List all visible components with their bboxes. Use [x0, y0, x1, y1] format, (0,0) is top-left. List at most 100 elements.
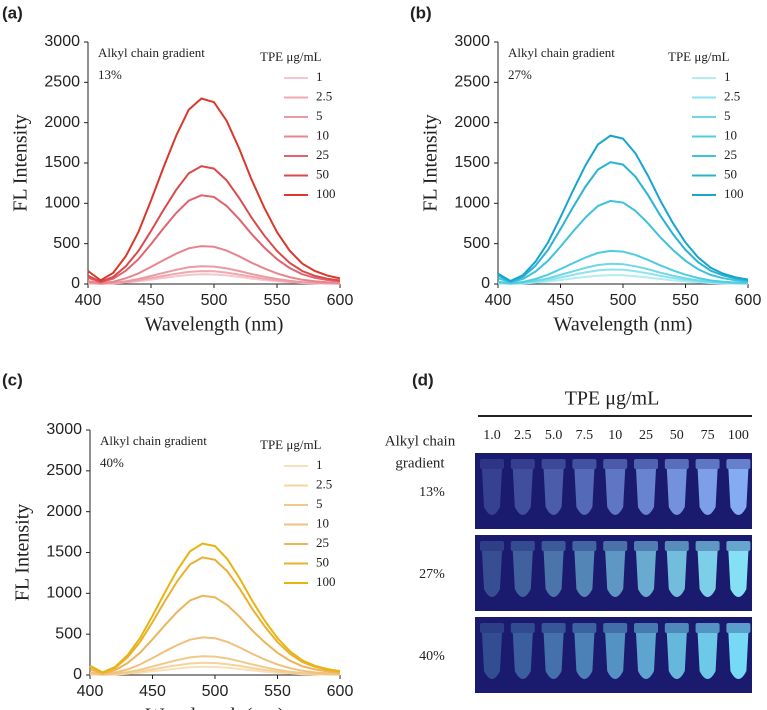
tube-cap — [603, 459, 628, 469]
spectrum-line — [89, 636, 341, 676]
tube-cap — [603, 623, 628, 633]
spectrum-line — [87, 194, 341, 284]
legend-label: 100 — [724, 186, 744, 201]
y-tick-label: 3000 — [44, 33, 80, 50]
legend-label: 50 — [724, 166, 737, 181]
y-tick-label: 2500 — [44, 74, 80, 91]
y-tick-label: 2000 — [46, 503, 82, 520]
x-tick-label: 550 — [264, 683, 291, 700]
panel-label: (a) — [2, 3, 23, 22]
x-axis-label: Wavelength (nm) — [554, 314, 693, 336]
legend-label: 10 — [316, 127, 329, 142]
spectrum-line — [89, 556, 341, 674]
y-tick-label: 0 — [481, 275, 490, 292]
tube-cap — [572, 459, 597, 469]
row-label: 40% — [419, 649, 445, 664]
tube-cap — [634, 623, 658, 633]
tube-cap — [664, 541, 689, 551]
spectrum-line — [87, 245, 341, 285]
spectrum-line — [497, 262, 749, 285]
concentration-label: 2.5 — [514, 428, 532, 443]
y-tick-label: 1500 — [46, 544, 82, 561]
x-tick-label: 450 — [547, 292, 574, 309]
x-tick-label: 550 — [264, 292, 291, 309]
x-tick-label: 450 — [139, 683, 166, 700]
annotation: Alkyl chain gradient — [100, 433, 207, 448]
tube-cap — [572, 541, 597, 551]
tube-cap — [480, 623, 504, 633]
annotation: Alkyl chain gradient — [98, 45, 205, 60]
legend-label: 10 — [316, 515, 329, 530]
tube-cap — [510, 459, 535, 469]
y-tick-label: 3000 — [46, 421, 82, 438]
tube — [605, 551, 626, 597]
spectrum-line — [497, 249, 749, 285]
legend-label: 2.5 — [316, 88, 332, 103]
tube — [543, 551, 564, 597]
y-tick-label: 500 — [463, 235, 490, 252]
y-tick-label: 1500 — [44, 154, 80, 171]
panel-label: (c) — [2, 370, 23, 389]
concentration-label: 10 — [608, 428, 622, 443]
tube — [728, 633, 749, 679]
legend-label: 5 — [724, 108, 731, 123]
tube-cap — [510, 541, 535, 551]
annotation: 27% — [508, 67, 532, 82]
tube — [543, 469, 564, 515]
legend-label: 25 — [316, 147, 329, 162]
concentration-label: 1.0 — [483, 428, 501, 443]
y-tick-label: 1500 — [454, 154, 490, 171]
legend-title: TPE μg/mL — [260, 437, 322, 452]
tube — [636, 551, 656, 597]
tube-cap — [634, 459, 658, 469]
row-label: 27% — [419, 567, 445, 582]
tube-cap — [634, 541, 658, 551]
legend-label: 1 — [316, 457, 323, 472]
photo-header: TPE μg/mL — [565, 388, 660, 410]
tube — [512, 633, 533, 679]
tube-cap — [726, 623, 751, 633]
legend-label: 2.5 — [316, 476, 332, 491]
tube — [728, 469, 749, 515]
spectrum-line — [497, 199, 749, 284]
tube — [697, 551, 718, 597]
tube — [666, 469, 687, 515]
tube — [512, 551, 533, 597]
legend-label: 5 — [316, 496, 323, 511]
y-tick-label: 1000 — [454, 195, 490, 212]
tube — [543, 633, 564, 679]
tube-cap — [541, 459, 566, 469]
x-tick-label: 600 — [735, 292, 762, 309]
tube-cap — [541, 623, 566, 633]
x-tick-label: 400 — [485, 292, 512, 309]
tube — [636, 469, 656, 515]
y-tick-label: 2000 — [44, 114, 80, 131]
tube-cap — [664, 459, 689, 469]
x-tick-label: 600 — [327, 292, 354, 309]
x-tick-label: 400 — [77, 683, 104, 700]
tube-cap — [541, 541, 566, 551]
x-tick-label: 400 — [75, 292, 102, 309]
y-tick-label: 1000 — [46, 585, 82, 602]
concentration-label: 7.5 — [576, 428, 594, 443]
y-tick-label: 1000 — [44, 195, 80, 212]
concentration-label: 50 — [670, 428, 684, 443]
x-tick-label: 500 — [201, 292, 228, 309]
legend-label: 50 — [316, 554, 329, 569]
tube-cap — [480, 541, 504, 551]
legend-label: 5 — [316, 108, 323, 123]
tube — [512, 469, 533, 515]
y-tick-label: 3000 — [454, 33, 490, 50]
x-tick-label: 500 — [202, 683, 229, 700]
tube — [482, 633, 502, 679]
tube-cap — [480, 459, 504, 469]
legend-title: TPE μg/mL — [668, 49, 730, 64]
x-tick-label: 500 — [610, 292, 637, 309]
tube — [666, 633, 687, 679]
tube-cap — [726, 459, 751, 469]
legend-label: 1 — [316, 69, 323, 84]
panel-label: (d) — [412, 370, 434, 389]
tube-cap — [572, 623, 597, 633]
y-tick-label: 0 — [73, 666, 82, 683]
